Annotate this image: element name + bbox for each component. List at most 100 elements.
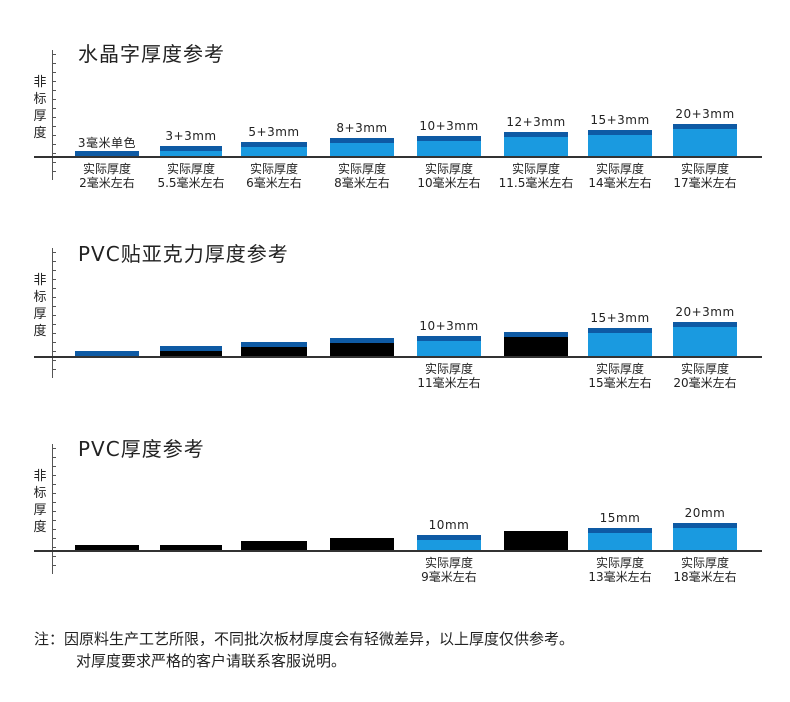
bar-bottom-label: 实际厚度 5.5毫米左右 <box>143 162 239 190</box>
axis-tick <box>52 135 56 136</box>
axis-tick <box>52 279 56 280</box>
axis-tick <box>52 484 56 485</box>
thickness-bar <box>160 545 222 550</box>
bottom-label-line: 14毫米左右 <box>588 176 652 190</box>
footnote: 注：因原料生产工艺所限，不同批次板材厚度会有轻微差异，以上厚度仅供参考。 对厚度… <box>34 628 574 672</box>
thickness-bar <box>417 336 481 356</box>
axis-tick <box>52 117 56 118</box>
bottom-label-line: 实际厚度 <box>424 556 473 570</box>
axis-tick <box>52 511 56 512</box>
thickness-bar <box>588 328 652 356</box>
axis-tick <box>52 261 56 262</box>
bar-bottom-label: 实际厚度 15毫米左右 <box>572 362 668 390</box>
bar-cap <box>160 146 222 151</box>
thickness-bar <box>673 523 737 550</box>
bar-top-label: 3+3mm <box>165 129 217 143</box>
bar-top-label: 3毫米单色 <box>77 136 137 150</box>
bar-cap <box>417 535 481 540</box>
bar-cap <box>673 523 737 528</box>
bar-bottom-label: 实际厚度 11.5毫米左右 <box>488 162 584 190</box>
thickness-bar <box>75 351 139 356</box>
bottom-label-line: 18毫米左右 <box>673 570 737 584</box>
axis-tick <box>52 270 56 271</box>
bottom-label-line: 10毫米左右 <box>417 176 481 190</box>
bottom-label-line: 实际厚度 <box>595 162 644 176</box>
axis-tick <box>52 333 56 334</box>
axis-tick <box>52 297 56 298</box>
axis-tick <box>52 153 56 154</box>
thickness-bar <box>588 130 652 156</box>
bottom-label-line: 2毫米左右 <box>79 176 135 190</box>
y-axis-label: 非标厚度 <box>33 469 47 535</box>
bottom-label-line: 实际厚度 <box>680 162 729 176</box>
thickness-bar <box>160 346 222 356</box>
bar-bottom-label: 实际厚度 11毫米左右 <box>401 362 497 390</box>
bottom-label-line: 实际厚度 <box>595 362 644 376</box>
bar-top-label: 10mm <box>428 518 470 532</box>
bar-bottom-label: 实际厚度 14毫米左右 <box>572 162 668 190</box>
bar-cap <box>330 138 394 143</box>
axis-tick <box>52 144 56 145</box>
bar-cap <box>417 336 481 341</box>
bar-cap <box>330 338 394 343</box>
axis-tick <box>52 126 56 127</box>
baseline <box>34 356 762 358</box>
axis-tick <box>52 72 56 73</box>
bar-top-label: 10+3mm <box>419 319 479 333</box>
bottom-label-line: 6毫米左右 <box>246 176 302 190</box>
bar-cap <box>241 342 307 347</box>
thickness-bar <box>330 138 394 156</box>
axis-tick <box>52 520 56 521</box>
bar-top-label: 20mm <box>684 506 726 520</box>
bottom-label-line: 5.5毫米左右 <box>157 176 225 190</box>
thickness-bar <box>673 322 737 356</box>
bar-top-label: 15mm <box>599 511 641 525</box>
axis-tick <box>52 171 56 172</box>
bottom-label-line: 实际厚度 <box>337 162 386 176</box>
bar-top-label: 15+3mm <box>590 311 650 325</box>
y-axis <box>52 50 53 180</box>
axis-tick <box>52 63 56 64</box>
bar-cap <box>75 351 139 356</box>
thickness-bar <box>241 142 307 156</box>
thickness-bar <box>417 136 481 156</box>
bottom-label-line: 实际厚度 <box>424 362 473 376</box>
bar-bottom-label: 实际厚度 18毫米左右 <box>657 556 753 584</box>
bottom-label-line: 实际厚度 <box>82 162 131 176</box>
bar-top-label: 12+3mm <box>506 115 566 129</box>
baseline <box>34 550 762 552</box>
thickness-bar <box>504 531 568 550</box>
bottom-label-line: 实际厚度 <box>511 162 560 176</box>
bottom-label-line: 实际厚度 <box>166 162 215 176</box>
thickness-bar <box>330 538 394 550</box>
bottom-label-line: 11毫米左右 <box>417 376 481 390</box>
axis-tick <box>52 502 56 503</box>
axis-tick <box>52 457 56 458</box>
axis-tick <box>52 493 56 494</box>
axis-tick <box>52 369 56 370</box>
bottom-label-line: 9毫米左右 <box>421 570 477 584</box>
bar-bottom-label: 实际厚度 9毫米左右 <box>401 556 497 584</box>
thickness-bar <box>417 535 481 550</box>
footnote-line: 注：因原料生产工艺所限，不同批次板材厚度会有轻微差异，以上厚度仅供参考。 <box>34 630 575 648</box>
axis-tick <box>52 529 56 530</box>
thickness-bar <box>241 541 307 550</box>
axis-tick <box>52 547 56 548</box>
axis-tick <box>52 475 56 476</box>
bottom-label-line: 11.5毫米左右 <box>498 176 574 190</box>
bar-top-label: 10+3mm <box>419 119 479 133</box>
section-title: PVC厚度参考 <box>78 437 205 461</box>
axis-tick <box>52 108 56 109</box>
axis-tick <box>52 342 56 343</box>
bottom-label-line: 实际厚度 <box>680 362 729 376</box>
y-axis-label: 非标厚度 <box>33 75 47 141</box>
axis-tick <box>52 351 56 352</box>
bottom-label-line: 实际厚度 <box>680 556 729 570</box>
baseline <box>34 156 762 158</box>
bar-top-label: 5+3mm <box>248 125 300 139</box>
thickness-bar <box>673 124 737 156</box>
bottom-label-line: 实际厚度 <box>595 556 644 570</box>
axis-tick <box>52 315 56 316</box>
axis-tick <box>52 54 56 55</box>
thickness-bar <box>504 332 568 356</box>
